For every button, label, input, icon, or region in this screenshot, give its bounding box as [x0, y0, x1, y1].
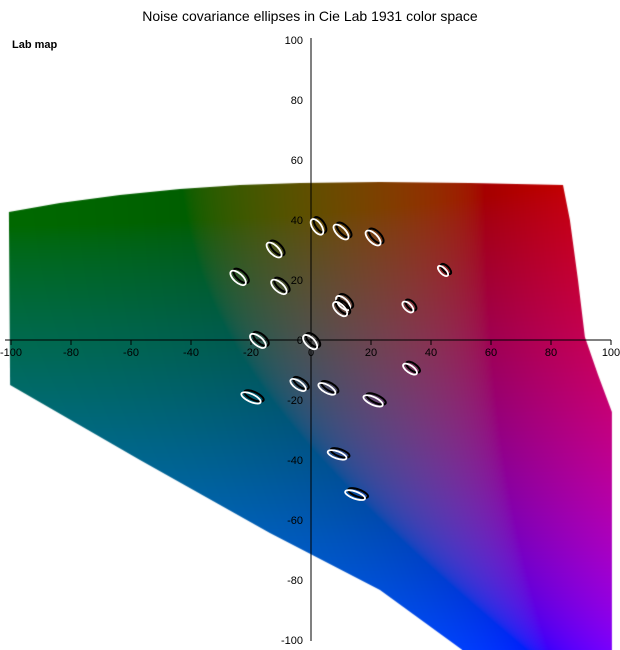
x-tick-label: 20 — [365, 347, 377, 359]
y-tick-label: -60 — [287, 515, 303, 527]
covariance-ellipse — [289, 378, 307, 392]
covariance-ellipse — [240, 391, 262, 405]
covariance-ellipse — [309, 218, 325, 236]
x-tick-label: 80 — [545, 347, 557, 359]
covariance-ellipse-shadow — [251, 330, 270, 347]
covariance-ellipse-shadow — [292, 375, 310, 391]
y-tick-label: 100 — [285, 35, 303, 47]
covariance-ellipse — [401, 300, 415, 314]
covariance-ellipse-shadow — [273, 276, 291, 294]
y-tick-label: -40 — [287, 455, 303, 467]
covariance-ellipse — [229, 269, 247, 287]
lab-map-label: Lab map — [12, 39, 58, 51]
covariance-ellipse — [344, 489, 366, 501]
y-tick-label: 0 — [297, 335, 303, 347]
y-tick-label: 80 — [291, 95, 303, 107]
x-tick-label: -100 — [0, 347, 22, 359]
y-tick-label: 40 — [291, 215, 303, 227]
covariance-ellipse-shadow — [405, 360, 421, 374]
covariance-ellipse — [302, 334, 319, 351]
y-tick-label: -80 — [287, 575, 303, 587]
covariance-ellipse-shadow — [367, 227, 385, 245]
covariance-ellipse — [326, 449, 348, 461]
y-tick-label: 60 — [291, 155, 303, 167]
covariance-ellipse-shadow — [304, 331, 322, 349]
x-tick-label: -60 — [123, 347, 139, 359]
covariance-ellipse — [332, 223, 350, 241]
chart-title: Noise covariance ellipses in Cie Lab 193… — [142, 8, 478, 24]
covariance-ellipse — [402, 362, 418, 376]
covariance-ellipse-shadow — [335, 221, 353, 239]
x-tick-label: -40 — [183, 347, 199, 359]
covariance-ellipse — [364, 229, 382, 247]
covariance-ellipse-shadow — [334, 298, 352, 316]
y-tick-label: -100 — [281, 635, 303, 647]
y-tick-label: 20 — [291, 275, 303, 287]
x-tick-label: 0 — [308, 347, 314, 359]
x-tick-label: 100 — [602, 347, 620, 359]
covariance-ellipse-shadow — [439, 262, 453, 276]
covariance-ellipse-shadow — [232, 267, 250, 285]
covariance-ellipse — [317, 382, 337, 396]
x-tick-label: 40 — [425, 347, 437, 359]
x-tick-label: -80 — [63, 347, 79, 359]
covariance-ellipse — [270, 278, 288, 296]
y-tick-label: -20 — [287, 395, 303, 407]
x-tick-label: -20 — [243, 347, 259, 359]
x-tick-label: 60 — [485, 347, 497, 359]
covariance-ellipse — [249, 332, 267, 349]
covariance-ellipse-shadow — [337, 292, 355, 310]
covariance-ellipse-shadow — [320, 380, 340, 394]
covariance-ellipse-shadow — [312, 216, 328, 234]
covariance-ellipse — [362, 394, 384, 408]
covariance-ellipse-shadow — [268, 239, 286, 257]
